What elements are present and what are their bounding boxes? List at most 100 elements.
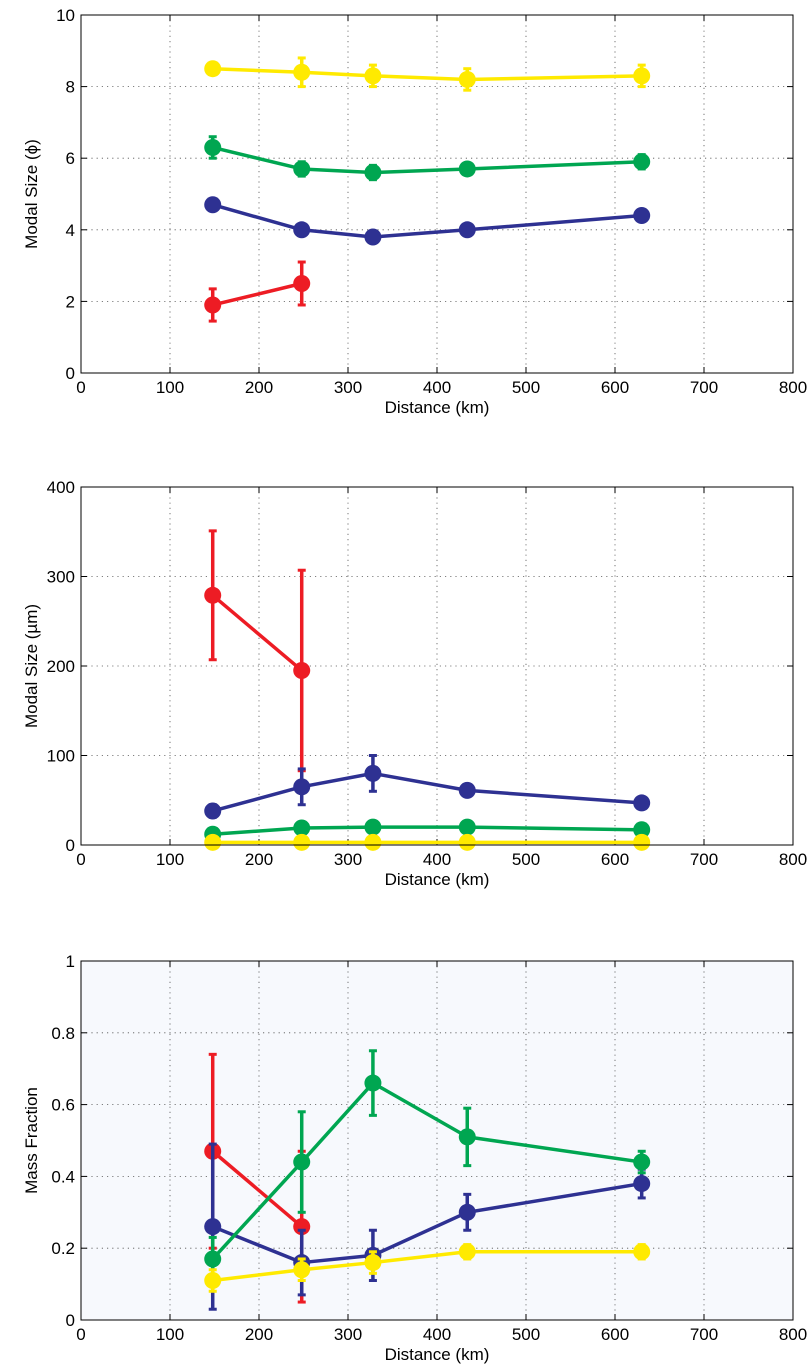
ticks: 0 100 200 300 400 500 600 700 800 0 100 200 300 400 bbox=[47, 478, 808, 869]
series-yellow bbox=[204, 833, 651, 851]
x-tick-label: 800 bbox=[779, 850, 807, 869]
data-point-yellow bbox=[633, 67, 651, 85]
data-point-yellow bbox=[364, 833, 382, 851]
data-point-yellow bbox=[204, 60, 222, 78]
series-green bbox=[204, 135, 651, 182]
chart-3: 0 100 200 300 400 500 600 700 800 0 0.2 0.4 0.6 0.8 1 D… bbox=[22, 952, 807, 1364]
data-point-yellow bbox=[633, 833, 651, 851]
x-tick-label: 600 bbox=[601, 1325, 629, 1344]
x-axis-label: Distance (km) bbox=[385, 398, 490, 417]
x-tick-label: 700 bbox=[690, 850, 718, 869]
grid bbox=[81, 15, 793, 373]
data-point-blue bbox=[204, 1218, 222, 1236]
data-point-yellow bbox=[458, 70, 476, 88]
series-blue bbox=[204, 196, 651, 246]
y-tick-label: 0 bbox=[66, 1311, 75, 1330]
y-axis-label: Modal Size (ϕ) bbox=[22, 139, 41, 249]
data-point-green bbox=[364, 164, 382, 182]
data-point-blue bbox=[458, 1203, 476, 1221]
series-red bbox=[204, 260, 311, 323]
x-tick-label: 400 bbox=[423, 1325, 451, 1344]
y-tick-label: 2 bbox=[66, 292, 75, 311]
x-tick-label: 500 bbox=[512, 1325, 540, 1344]
y-tick-label: 0 bbox=[66, 364, 75, 383]
y-tick-label: 0 bbox=[66, 836, 75, 855]
data-point-blue bbox=[293, 778, 311, 796]
data-point-yellow bbox=[204, 1272, 222, 1290]
axes-frame bbox=[80, 486, 794, 846]
data-point-yellow bbox=[364, 67, 382, 85]
series-blue bbox=[204, 754, 651, 820]
x-tick-label: 200 bbox=[245, 1325, 273, 1344]
x-tick-label: 500 bbox=[512, 850, 540, 869]
ticks: 0 100 200 300 400 500 600 700 800 0 2 4 6 8 10 bbox=[56, 6, 807, 397]
data-point-yellow bbox=[293, 1261, 311, 1279]
data-point-green bbox=[204, 138, 222, 156]
data-point-blue bbox=[364, 228, 382, 246]
x-tick-label: 600 bbox=[601, 378, 629, 397]
grid bbox=[81, 961, 793, 1320]
data-point-yellow bbox=[633, 1243, 651, 1261]
plot-background bbox=[81, 961, 793, 1320]
series-line-red bbox=[211, 593, 303, 672]
data-point-yellow bbox=[204, 833, 222, 851]
data-point-blue bbox=[364, 764, 382, 782]
data-point-green bbox=[458, 1128, 476, 1146]
x-tick-label: 600 bbox=[601, 850, 629, 869]
data-point-green bbox=[364, 1074, 382, 1092]
y-axis-label: Modal Size (µm) bbox=[22, 604, 41, 728]
y-tick-label: 0.2 bbox=[51, 1239, 75, 1258]
series-yellow bbox=[204, 1243, 651, 1293]
y-tick-label: 0.4 bbox=[51, 1167, 75, 1186]
data-point-red bbox=[204, 296, 222, 314]
chart-2: 0 100 200 300 400 500 600 700 8000100200300400Di… bbox=[22, 478, 807, 889]
data-point-yellow bbox=[293, 63, 311, 81]
x-tick-label: 100 bbox=[156, 378, 184, 397]
series-group bbox=[204, 56, 651, 323]
data-point-blue bbox=[293, 221, 311, 239]
chart-1: 0 100 200 300 400 500 600 700 800 0 2 4 6 8 10 Distance… bbox=[22, 6, 807, 417]
y-tick-label: 400 bbox=[47, 478, 75, 497]
x-tick-label: 200 bbox=[245, 378, 273, 397]
x-tick-label: 800 bbox=[779, 378, 807, 397]
data-point-green bbox=[293, 1153, 311, 1171]
y-tick-label: 4 bbox=[66, 221, 75, 240]
data-point-yellow bbox=[364, 1254, 382, 1272]
x-tick-label: 500 bbox=[512, 378, 540, 397]
data-point-blue bbox=[458, 781, 476, 799]
data-point-blue bbox=[204, 196, 222, 214]
series-red bbox=[204, 529, 311, 773]
x-tick-label: 300 bbox=[334, 850, 362, 869]
series-group bbox=[204, 529, 651, 851]
data-point-green bbox=[364, 818, 382, 836]
x-tick-label: 800 bbox=[779, 1325, 807, 1344]
x-tick-label: 400 bbox=[423, 850, 451, 869]
data-point-green bbox=[458, 818, 476, 836]
x-tick-label: 700 bbox=[690, 1325, 718, 1344]
y-tick-label: 1 bbox=[66, 952, 75, 971]
x-tick-label: 200 bbox=[245, 850, 273, 869]
data-point-yellow bbox=[293, 833, 311, 851]
x-axis-label: Distance (km) bbox=[385, 870, 490, 889]
data-point-yellow bbox=[458, 1243, 476, 1261]
data-point-green bbox=[633, 821, 651, 839]
data-point-green bbox=[293, 819, 311, 837]
y-tick-label: 300 bbox=[47, 568, 75, 587]
series-yellow bbox=[204, 56, 651, 92]
data-point-blue bbox=[633, 794, 651, 812]
data-point-red bbox=[293, 275, 311, 292]
y-tick-label: 6 bbox=[66, 149, 75, 168]
data-point-green bbox=[293, 160, 311, 178]
x-axis-label: Distance (km) bbox=[385, 1345, 490, 1364]
data-point-green bbox=[633, 153, 651, 171]
data-point-green bbox=[204, 1250, 222, 1268]
x-tick-label: 0 bbox=[76, 378, 85, 397]
x-tick-label: 0 bbox=[76, 850, 85, 869]
data-point-blue bbox=[204, 802, 222, 820]
data-point-yellow bbox=[458, 833, 476, 851]
data-point-green bbox=[458, 160, 476, 178]
data-point-blue bbox=[633, 1175, 651, 1193]
axes-frame bbox=[80, 14, 794, 374]
y-tick-label: 0.8 bbox=[51, 1024, 75, 1043]
